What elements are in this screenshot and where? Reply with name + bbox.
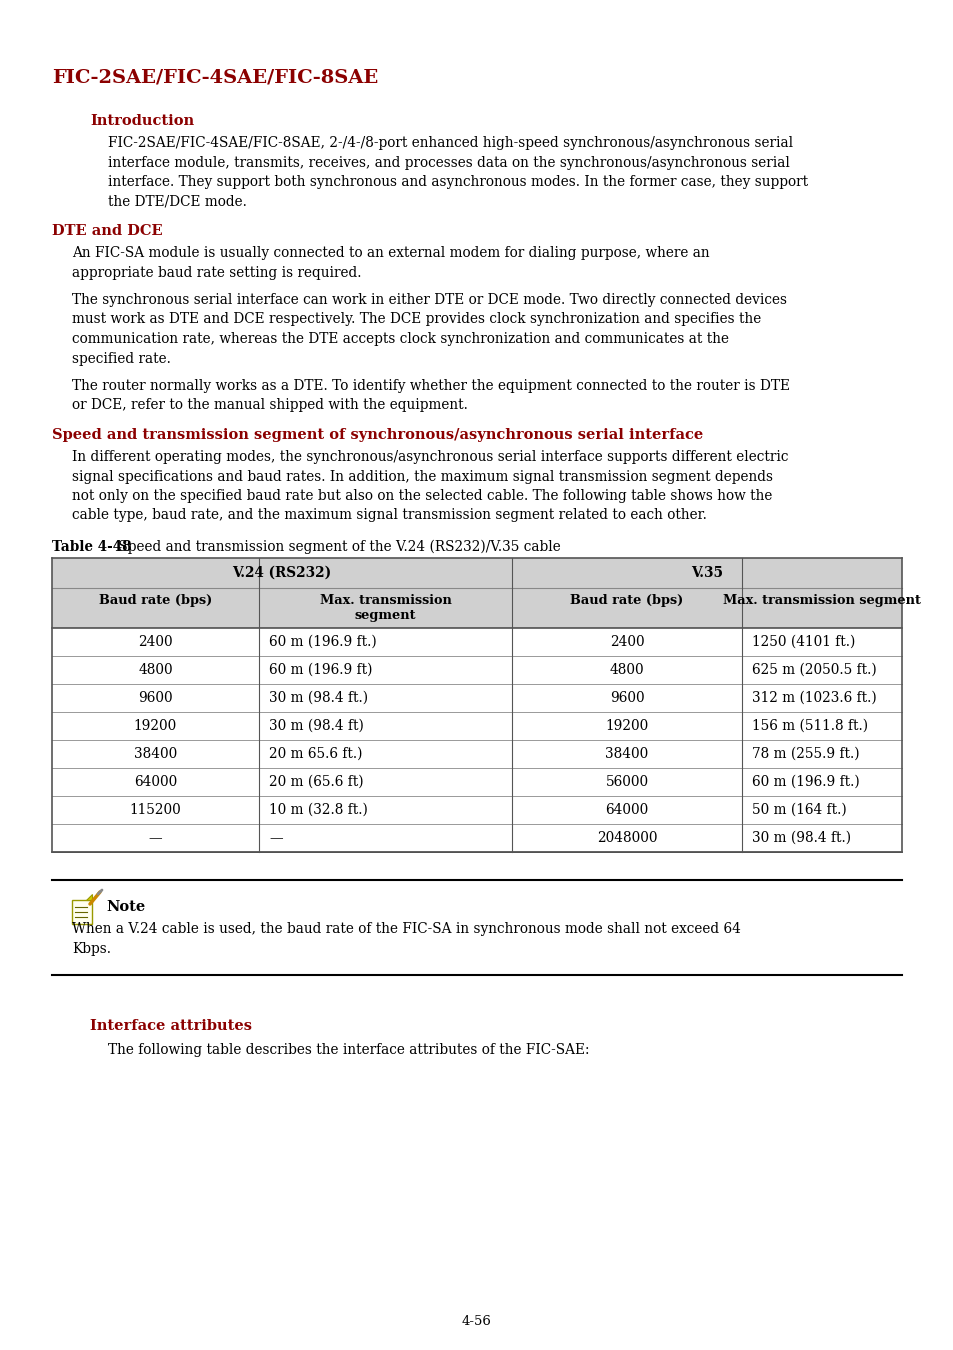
Text: 4800: 4800 [609, 663, 643, 676]
Text: 38400: 38400 [605, 747, 648, 761]
Text: 9600: 9600 [609, 691, 643, 705]
Text: interface. They support both synchronous and asynchronous modes. In the former c: interface. They support both synchronous… [108, 176, 807, 189]
Text: 19200: 19200 [133, 720, 177, 733]
Text: The synchronous serial interface can work in either DTE or DCE mode. Two directl: The synchronous serial interface can wor… [71, 293, 786, 306]
Text: must work as DTE and DCE respectively. The DCE provides clock synchronization an: must work as DTE and DCE respectively. T… [71, 312, 760, 327]
Text: 625 m (2050.5 ft.): 625 m (2050.5 ft.) [751, 663, 876, 676]
Text: 156 m (511.8 ft.): 156 m (511.8 ft.) [751, 720, 867, 733]
Text: not only on the specified baud rate but also on the selected cable. The followin: not only on the specified baud rate but … [71, 489, 772, 504]
Text: 9600: 9600 [138, 691, 172, 705]
Text: An FIC-SA module is usually connected to an external modem for dialing purpose, : An FIC-SA module is usually connected to… [71, 246, 709, 261]
Bar [71, 900, 91, 923]
Text: 60 m (196.9 ft): 60 m (196.9 ft) [269, 663, 372, 676]
Text: 56000: 56000 [605, 775, 648, 788]
Text: appropriate baud rate setting is required.: appropriate baud rate setting is require… [71, 266, 361, 279]
Text: 10 m (32.8 ft.): 10 m (32.8 ft.) [269, 803, 368, 817]
Text: In different operating modes, the synchronous/asynchronous serial interface supp: In different operating modes, the synchr… [71, 450, 788, 464]
Text: signal specifications and baud rates. In addition, the maximum signal transmissi: signal specifications and baud rates. In… [71, 470, 772, 483]
Text: Kbps.: Kbps. [71, 941, 111, 956]
Text: 60 m (196.9 ft.): 60 m (196.9 ft.) [269, 634, 376, 649]
Text: The router normally works as a DTE. To identify whether the equipment connected : The router normally works as a DTE. To i… [71, 379, 789, 393]
Text: 115200: 115200 [130, 803, 181, 817]
Text: 2400: 2400 [609, 634, 643, 649]
Text: Introduction: Introduction [90, 113, 193, 128]
Text: 64000: 64000 [133, 775, 177, 788]
Text: Note: Note [106, 900, 145, 914]
Text: cable type, baud rate, and the maximum signal transmission segment related to ea: cable type, baud rate, and the maximum s… [71, 509, 706, 522]
Text: Interface attributes: Interface attributes [90, 1019, 252, 1033]
Text: 2400: 2400 [138, 634, 172, 649]
Text: communication rate, whereas the DTE accepts clock synchronization and communicat: communication rate, whereas the DTE acce… [71, 332, 728, 346]
Text: 4800: 4800 [138, 663, 172, 676]
Text: 30 m (98.4 ft.): 30 m (98.4 ft.) [269, 691, 368, 705]
Text: —: — [269, 832, 282, 845]
Text: V.24 (RS232): V.24 (RS232) [233, 566, 332, 580]
Text: 19200: 19200 [605, 720, 648, 733]
Text: The following table describes the interface attributes of the FIC-SAE:: The following table describes the interf… [108, 1044, 589, 1057]
Text: 78 m (255.9 ft.): 78 m (255.9 ft.) [751, 747, 859, 761]
Text: 30 m (98.4 ft.): 30 m (98.4 ft.) [751, 832, 850, 845]
Text: 20 m 65.6 ft.): 20 m 65.6 ft.) [269, 747, 362, 761]
Text: 64000: 64000 [605, 803, 648, 817]
Text: Table 4-48: Table 4-48 [52, 540, 132, 553]
Text: or DCE, refer to the manual shipped with the equipment.: or DCE, refer to the manual shipped with… [71, 398, 467, 413]
Text: Max. transmission segment: Max. transmission segment [722, 594, 920, 608]
Text: 312 m (1023.6 ft.): 312 m (1023.6 ft.) [751, 691, 876, 705]
Text: 2048000: 2048000 [597, 832, 657, 845]
Text: FIC-2SAE/FIC-4SAE/FIC-8SAE: FIC-2SAE/FIC-4SAE/FIC-8SAE [52, 68, 377, 86]
Text: FIC-2SAE/FIC-4SAE/FIC-8SAE, 2-/4-/8-port enhanced high-speed synchronous/asynchr: FIC-2SAE/FIC-4SAE/FIC-8SAE, 2-/4-/8-port… [108, 136, 792, 150]
Polygon shape [86, 894, 91, 900]
Text: the DTE/DCE mode.: the DTE/DCE mode. [108, 194, 247, 208]
Text: —: — [149, 832, 162, 845]
Text: Baud rate (bps): Baud rate (bps) [570, 594, 683, 608]
Text: DTE and DCE: DTE and DCE [52, 224, 162, 238]
Text: specified rate.: specified rate. [71, 351, 171, 366]
Text: When a V.24 cable is used, the baud rate of the FIC-SA in synchronous mode shall: When a V.24 cable is used, the baud rate… [71, 922, 740, 936]
Text: Speed and transmission segment of the V.24 (RS232)/V.35 cable: Speed and transmission segment of the V.… [113, 540, 560, 555]
Text: 38400: 38400 [133, 747, 177, 761]
Text: 4-56: 4-56 [461, 1315, 492, 1328]
Text: 1250 (4101 ft.): 1250 (4101 ft.) [751, 634, 855, 649]
Text: Baud rate (bps): Baud rate (bps) [99, 594, 212, 608]
Text: 50 m (164 ft.): 50 m (164 ft.) [751, 803, 846, 817]
Bar [52, 589, 901, 628]
Text: 60 m (196.9 ft.): 60 m (196.9 ft.) [751, 775, 859, 788]
Text: interface module, transmits, receives, and processes data on the synchronous/asy: interface module, transmits, receives, a… [108, 155, 789, 170]
Text: V.35: V.35 [690, 566, 722, 580]
Text: 20 m (65.6 ft): 20 m (65.6 ft) [269, 775, 363, 788]
Text: Speed and transmission segment of synchronous/asynchronous serial interface: Speed and transmission segment of synchr… [52, 428, 702, 441]
Text: 30 m (98.4 ft): 30 m (98.4 ft) [269, 720, 363, 733]
Text: Max. transmission
segment: Max. transmission segment [319, 594, 451, 622]
Bar [52, 558, 901, 589]
